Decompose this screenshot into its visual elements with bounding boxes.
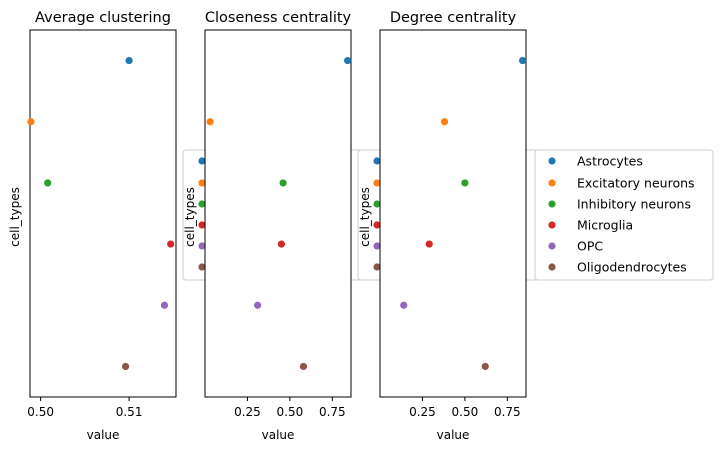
axes-frame (29, 29, 177, 398)
data-point-oligodendrocytes (121, 362, 130, 371)
data-point-opc (160, 301, 169, 309)
panel-1: Average clustering 0.50 0.51 value cell_type… (8, 10, 177, 442)
data-point-excitatory-neurons (206, 118, 214, 126)
legend-marker (198, 200, 206, 208)
data-point-opc (400, 301, 408, 309)
legend-frame (534, 149, 714, 281)
data-point-astrocytes (519, 56, 527, 65)
legend-marker (373, 157, 381, 165)
data-point-inhibitory-neurons (44, 179, 52, 187)
legend-entry: OPC (577, 239, 603, 254)
y-axis-label: cell_types (8, 187, 22, 247)
legend-marker (548, 221, 556, 229)
x-tick-label: 0.50 (27, 405, 54, 419)
data-point-excitatory-neurons (27, 118, 35, 126)
panel-title: Degree centrality (390, 10, 517, 26)
legend-entry: Astrocytes (577, 154, 643, 169)
x-axis-label: value (262, 428, 295, 442)
legend-entry: Excitatory neurons (577, 176, 695, 191)
legend-marker (373, 179, 381, 187)
legend-marker (548, 200, 556, 208)
legend-marker (373, 200, 381, 208)
panel-title: Average clustering (35, 10, 171, 26)
legend-entry: Inhibitory neurons (577, 197, 691, 212)
legend-marker (198, 263, 206, 271)
data-point-opc (254, 301, 262, 309)
y-axis-label: cell_types (358, 187, 372, 247)
data-point-astrocytes (125, 56, 133, 65)
legend-marker (373, 242, 381, 250)
x-axis-label: value (437, 428, 470, 442)
legend-marker (198, 179, 206, 187)
legend-entry: Microglia (577, 218, 633, 233)
data-point-oligodendrocytes (299, 362, 308, 371)
legend-marker (548, 179, 556, 187)
legend-marker (373, 221, 381, 229)
x-tick-label: 0.75 (494, 405, 521, 419)
data-point-astrocytes (344, 56, 352, 65)
legend-marker (198, 221, 206, 229)
data-point-oligodendrocytes (481, 362, 489, 371)
legend: Astrocytes Excitatory neurons Inhibitory n… (534, 149, 714, 281)
legend-marker (548, 157, 556, 165)
x-tick-label: 0.25 (234, 405, 261, 419)
panel-title: Closeness centrality (205, 10, 352, 26)
legend-marker (198, 242, 206, 250)
y-axis-label: cell_types (183, 187, 197, 247)
x-tick-label: 0.51 (116, 405, 143, 419)
data-point-microglia (425, 240, 433, 248)
x-axis-label: value (87, 428, 120, 442)
data-point-microglia (167, 240, 175, 248)
data-point-inhibitory-neurons (461, 179, 469, 187)
legend-marker (548, 242, 556, 250)
x-tick-label: 0.50 (452, 405, 479, 419)
axes-frame (204, 29, 352, 398)
axes-frame (379, 29, 527, 398)
x-tick-label: 0.25 (409, 405, 436, 419)
data-point-excitatory-neurons (440, 118, 449, 126)
panel-3: ssDegree centrality0.250.500.75valuecell… (357, 10, 539, 442)
legend-marker (198, 157, 206, 165)
panel-2: ssCloseness centrality0.250.500.75valuec… (182, 10, 364, 442)
data-point-microglia (277, 240, 285, 248)
legend-marker (373, 263, 381, 271)
legend-entry: Oligodendrocytes (577, 260, 687, 275)
data-point-inhibitory-neurons (279, 179, 287, 187)
x-tick-label: 0.75 (319, 405, 346, 419)
x-tick-label: 0.50 (277, 405, 304, 419)
legend-marker (548, 263, 556, 271)
